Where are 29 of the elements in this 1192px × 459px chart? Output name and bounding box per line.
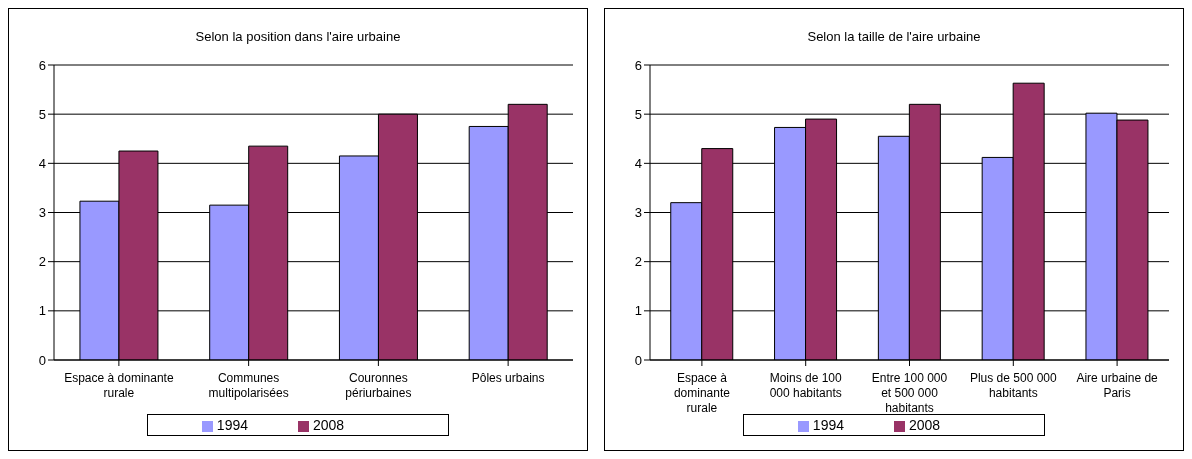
x-tick-label: Espace à dominante rurale xyxy=(673,371,731,415)
y-tick-label: 6 xyxy=(634,57,642,73)
y-tick-label: 0 xyxy=(634,352,642,368)
x-tick-label: Espace à dominante rurale xyxy=(64,371,174,400)
x-tick-label: Entre 100 000 et 500 000 habitants xyxy=(871,371,948,415)
y-tick-label: 5 xyxy=(38,106,46,122)
x-tick-label: Pôles urbains xyxy=(471,371,545,385)
y-tick-label: 3 xyxy=(38,205,46,221)
y-tick-label: 6 xyxy=(38,57,46,73)
y-tick-label: 5 xyxy=(634,106,642,122)
y-tick-label: 2 xyxy=(38,254,46,270)
legend-label: 1994 xyxy=(812,417,844,433)
x-tick-label: Couronnes périurbaines xyxy=(345,371,412,400)
y-tick-label: 2 xyxy=(634,254,642,270)
y-tick-label: 3 xyxy=(634,205,642,221)
x-tick-label: Aire urbaine de Paris xyxy=(1076,371,1159,400)
x-tick-label: Moins de 100 000 habitants xyxy=(769,371,843,400)
y-tick-label: 1 xyxy=(634,303,642,319)
y-tick-label: 1 xyxy=(38,303,46,319)
y-tick-label: 0 xyxy=(38,352,46,368)
legend-label: 2008 xyxy=(313,417,345,433)
legend-label: 2008 xyxy=(909,417,941,433)
chart-title: Selon la position dans l'aire urbaine xyxy=(194,29,402,46)
x-tick-label: Communes multipolarisées xyxy=(208,371,289,400)
legend-label: 1994 xyxy=(216,417,248,433)
chart-title: Selon la taille de l'aire urbaine xyxy=(806,29,982,46)
x-tick-label: Plus de 500 000 habitants xyxy=(969,371,1057,400)
y-tick-label: 4 xyxy=(634,155,642,171)
y-tick-label: 4 xyxy=(38,155,46,171)
